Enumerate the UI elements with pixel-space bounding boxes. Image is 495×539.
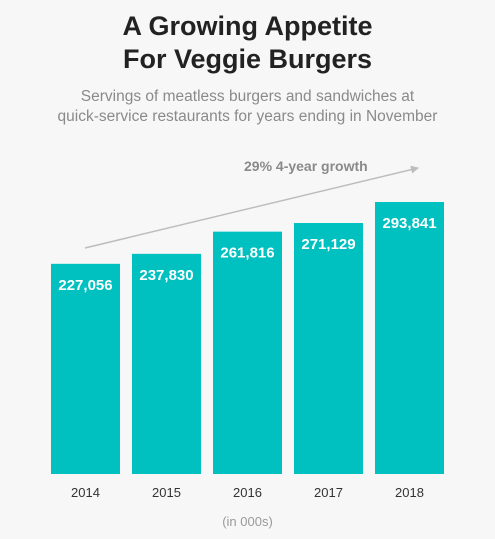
chart-title-line-1: A Growing Appetite <box>123 11 373 41</box>
bar-2014 <box>51 263 120 474</box>
growth-trend-arrow <box>84 165 419 249</box>
bar-value-label-2017: 271,129 <box>301 236 355 253</box>
bar-2016 <box>213 231 282 474</box>
bar-value-label-2016: 261,816 <box>220 245 274 262</box>
growth-annotation: 29% 4-year growth <box>244 158 368 174</box>
bar-value-label-2015: 237,830 <box>139 267 193 284</box>
x-tick-label-2015: 2015 <box>152 485 181 500</box>
bar-2018 <box>375 202 444 474</box>
x-axis-tick-labels: 2014 2015 2016 2017 2018 <box>71 485 424 500</box>
bars-group <box>51 202 444 474</box>
bar-value-label-2018: 293,841 <box>382 215 436 232</box>
unit-note: (in 000s) <box>222 514 273 529</box>
bar-2015 <box>132 253 201 474</box>
x-tick-label-2014: 2014 <box>71 485 100 500</box>
value-labels-group: 227,056 237,830 261,816 271,129 293,841 <box>58 215 436 294</box>
x-tick-label-2016: 2016 <box>233 485 262 500</box>
x-tick-label-2017: 2017 <box>314 485 343 500</box>
x-tick-label-2018: 2018 <box>395 485 424 500</box>
bar-2017 <box>294 223 363 474</box>
chart-subtitle-line-1: Servings of meatless burgers and sandwic… <box>81 88 415 105</box>
chart-subtitle-line-2: quick-service restaurants for years endi… <box>58 108 438 125</box>
bar-value-label-2014: 227,056 <box>58 277 112 294</box>
chart-title-line-2: For Veggie Burgers <box>123 44 372 74</box>
